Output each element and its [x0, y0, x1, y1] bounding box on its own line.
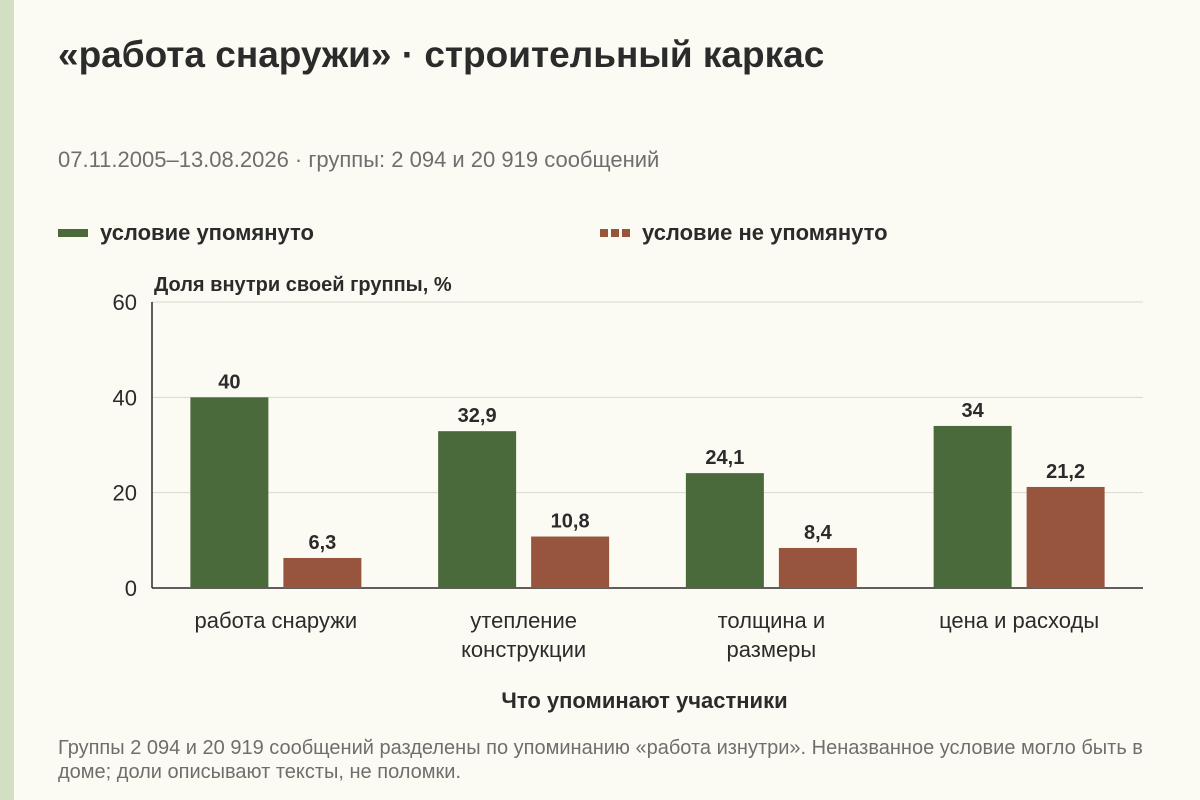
bar-not-mentioned — [531, 536, 610, 588]
legend-item-mentioned: условие упомянуто — [58, 218, 314, 248]
x-tick-label: цена и расходы — [939, 608, 1099, 633]
data-label: 21,2 — [1046, 461, 1085, 483]
chart-title: «работа снаружи» · строительный каркас — [58, 34, 825, 75]
data-label: 24,1 — [705, 447, 744, 469]
legend-swatch-not-mentioned — [600, 229, 630, 237]
legend-swatch-mentioned — [58, 229, 88, 237]
bar-mentioned — [685, 473, 764, 588]
data-label: 40 — [218, 371, 240, 393]
x-axis-label: Что упоминают участники — [501, 688, 787, 713]
x-tick-label: размеры — [727, 637, 817, 662]
data-label: 32,9 — [458, 405, 497, 427]
bar-mentioned — [438, 431, 517, 588]
bar-not-mentioned — [778, 547, 857, 588]
data-label: 34 — [962, 400, 985, 422]
y-tick-label: 20 — [113, 481, 137, 506]
x-tick-label: работа снаружи — [195, 608, 358, 633]
bar-mentioned — [190, 397, 269, 588]
bar-mentioned — [933, 425, 1012, 588]
data-label: 6,3 — [308, 532, 336, 554]
y-tick-label: 40 — [113, 385, 137, 410]
bar-not-mentioned — [283, 557, 362, 588]
chart-subtitle: 07.11.2005–13.08.2026 · группы: 2 094 и … — [58, 147, 660, 172]
data-label: 8,4 — [804, 522, 833, 544]
legend-item-not-mentioned: условие не упомянуто — [600, 218, 888, 248]
accent-stripe — [0, 0, 14, 800]
legend-label-mentioned: условие упомянуто — [100, 220, 314, 245]
data-label: 10,8 — [551, 511, 590, 533]
x-tick-label: толщина и — [718, 608, 826, 633]
y-tick-label: 60 — [113, 290, 137, 315]
x-tick-label: утепление — [470, 608, 577, 633]
x-tick-label: конструкции — [461, 637, 586, 662]
footnote: Группы 2 094 и 20 919 сообщений разделен… — [58, 737, 1143, 783]
legend-label-not-mentioned: условие не упомянуто — [642, 220, 888, 245]
y-axis-label: Доля внутри своей группы, % — [154, 274, 452, 296]
bar-not-mentioned — [1026, 486, 1105, 588]
y-tick-label: 0 — [125, 576, 137, 601]
